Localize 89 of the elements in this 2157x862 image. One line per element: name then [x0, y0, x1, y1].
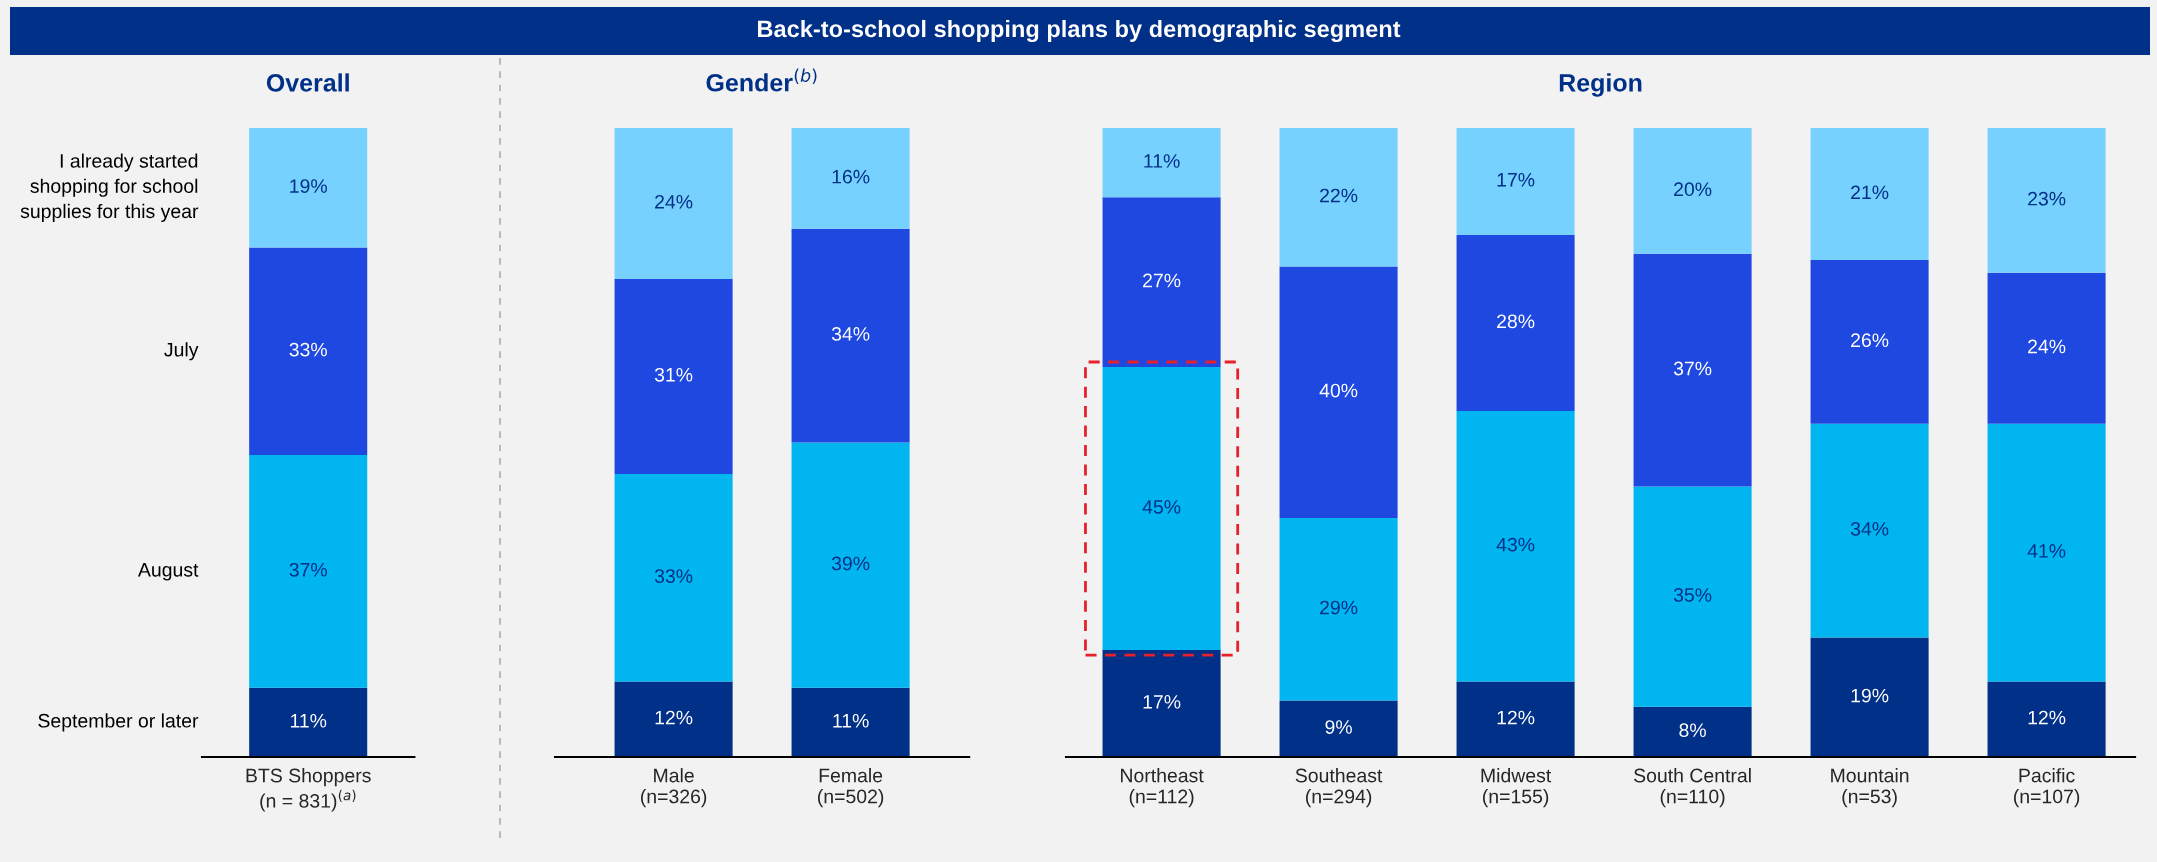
data-label: 23% — [2028, 191, 2066, 206]
bar — [1456, 411, 1575, 682]
data-label: 24% — [2028, 339, 2066, 354]
bar — [791, 442, 910, 688]
x-tick-label: Northeast (n=112) — [1121, 768, 1204, 808]
bar — [1279, 128, 1398, 267]
data-label: 39% — [831, 556, 870, 571]
bar — [1987, 423, 2106, 682]
data-label: 37% — [1673, 361, 1712, 376]
bar — [614, 278, 733, 474]
x-tick-label: Pacific (n=107) — [2014, 768, 2080, 808]
bar — [249, 687, 368, 757]
data-label: 11% — [1144, 154, 1180, 168]
data-label: 41% — [2027, 544, 2066, 558]
x-tick-label: Midwest (n=155) — [1481, 768, 1552, 808]
data-label: 29% — [1320, 600, 1358, 615]
bar — [791, 228, 910, 443]
data-label: 22% — [1320, 188, 1358, 203]
data-label: 12% — [1497, 710, 1535, 725]
bar — [1279, 700, 1398, 757]
data-label: 27% — [1143, 273, 1181, 288]
text: Back-to-school shopping plans by demographic segment — [758, 19, 1401, 43]
data-label: 43% — [1496, 537, 1535, 552]
bar — [1633, 128, 1752, 254]
bar — [1102, 367, 1221, 651]
data-label: 34% — [1850, 522, 1889, 536]
bar — [1987, 128, 2106, 273]
data-label: 31% — [654, 367, 693, 382]
bar — [249, 247, 368, 456]
bar — [1633, 486, 1752, 707]
text: I already started shopping for school supplies for this year — [20, 153, 199, 222]
data-label: 21% — [1851, 185, 1889, 200]
bar — [249, 128, 368, 248]
text: August — [137, 563, 199, 581]
x-tick-label: Female (n=502) — [818, 768, 884, 808]
data-label: 8% — [1679, 723, 1706, 738]
chart-title: Gender$^{(b)}$ — [706, 68, 817, 92]
data-label: 17% — [1143, 695, 1181, 709]
bar — [1279, 266, 1398, 518]
bar — [1456, 234, 1575, 412]
data-label: 16% — [832, 169, 870, 184]
x-tick-label: Southeast (n=294) — [1295, 768, 1383, 808]
text: September or later — [38, 713, 199, 732]
bar — [614, 681, 733, 757]
data-label: 37% — [289, 562, 327, 577]
data-label: 17% — [1497, 173, 1535, 187]
bar — [1102, 650, 1221, 757]
bar — [1987, 272, 2106, 424]
bar — [1279, 517, 1398, 701]
bar — [1102, 197, 1221, 368]
data-label: 33% — [289, 342, 327, 357]
x-tick-label: South Central (n=110) — [1634, 768, 1751, 808]
bar — [1810, 637, 1929, 757]
data-label: 33% — [654, 569, 693, 583]
data-label: 35% — [1673, 588, 1712, 602]
data-label: 19% — [290, 179, 327, 193]
data-label: 12% — [655, 710, 693, 725]
bar — [791, 128, 910, 229]
bar — [1633, 706, 1752, 757]
data-label: 20% — [1674, 182, 1712, 197]
data-label: 24% — [655, 194, 693, 209]
bar — [614, 128, 733, 279]
bar — [1633, 253, 1752, 487]
bar — [1456, 128, 1575, 235]
bar — [1810, 423, 1929, 638]
bar — [791, 687, 910, 757]
bar — [1810, 260, 1929, 424]
data-label: 45% — [1142, 500, 1181, 514]
bar — [1102, 128, 1221, 198]
text: July — [164, 342, 199, 361]
bar — [614, 473, 733, 682]
data-label: 28% — [1497, 314, 1535, 329]
data-label: 34% — [831, 327, 870, 341]
chart-title: Overall — [266, 73, 349, 92]
x-tick-label: Mountain (n=53) — [1831, 768, 1909, 808]
data-label: 11% — [290, 713, 327, 728]
data-label: 40% — [1319, 383, 1358, 398]
data-label: 26% — [1851, 333, 1889, 348]
bar — [1456, 681, 1575, 757]
data-label: 11% — [833, 713, 869, 728]
bar — [1810, 128, 1929, 261]
data-label: 12% — [2028, 710, 2066, 725]
x-tick-label: BTS Shoppers (n = 831)$^{(a)}$ — [246, 768, 371, 812]
bar — [1987, 681, 2106, 757]
x-tick-label: Male (n=326) — [641, 768, 707, 808]
data-label: 9% — [1325, 720, 1352, 734]
bar — [249, 455, 368, 688]
chart-title: Region — [1559, 73, 1642, 97]
data-label: 19% — [1851, 688, 1889, 703]
